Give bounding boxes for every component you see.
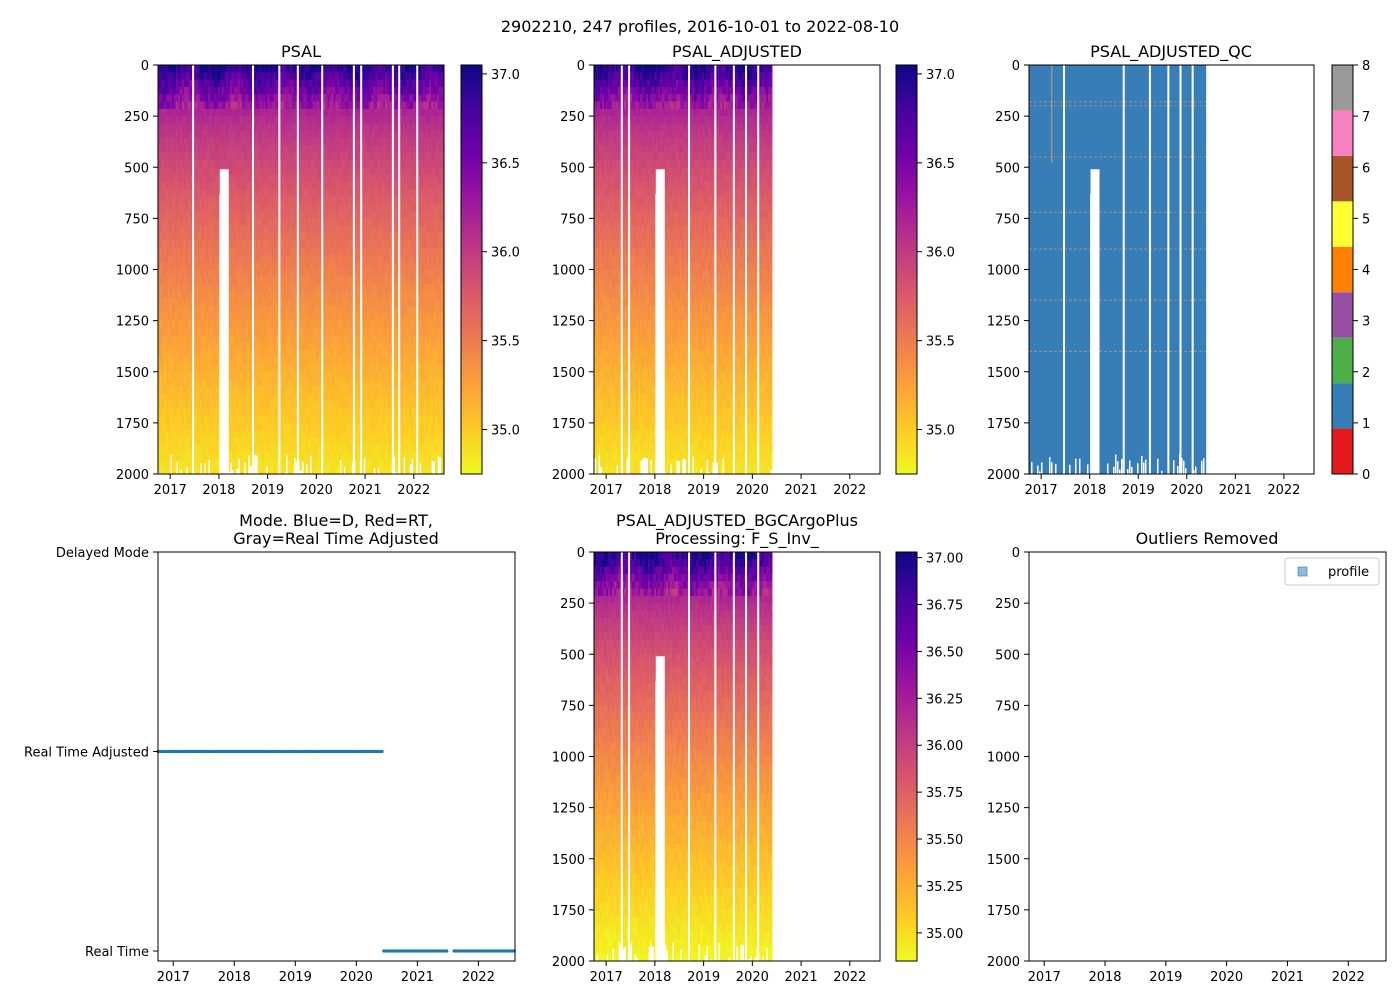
heatmap-cell: [264, 467, 267, 475]
heatmap-cell: [300, 467, 303, 471]
heatmap-cell: [246, 459, 249, 467]
psal-heatmap: [158, 65, 444, 475]
heatmap-cell: [202, 467, 205, 475]
heatmap-cell: [292, 459, 295, 467]
heatmap-cell: [206, 459, 209, 467]
psal-title: PSAL: [281, 42, 321, 61]
heatmap-cell: [246, 467, 249, 475]
heatmap-cell: [174, 467, 177, 475]
suptitle: 2902210, 247 profiles, 2016-10-01 to 202…: [501, 17, 899, 36]
heatmap-cell: [206, 467, 209, 475]
heatmap-cell: [184, 467, 187, 475]
heatmap-cell: [304, 467, 307, 475]
heatmap-cell: [307, 459, 310, 467]
heatmap-cell: [337, 467, 340, 475]
heatmap-cell: [284, 467, 287, 473]
heatmap-cell: [168, 459, 171, 467]
heatmap-cell: [236, 467, 239, 469]
heatmap-cell: [292, 467, 295, 475]
heatmap-cell: [337, 459, 340, 467]
heatmap-cell: [307, 467, 310, 475]
heatmap-cell: [168, 467, 171, 475]
heatmap-cell: [284, 459, 287, 467]
heatmap-cell: [198, 467, 201, 475]
heatmap-cell: [242, 467, 245, 475]
heatmap-cell: [236, 459, 239, 467]
